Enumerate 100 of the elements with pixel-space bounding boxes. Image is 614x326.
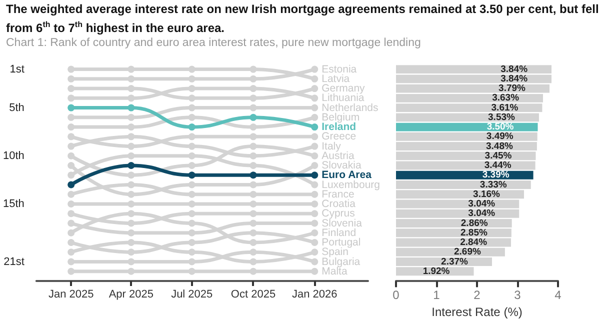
- point: [250, 190, 257, 198]
- y-tick-label: 21st: [4, 256, 24, 268]
- point: [250, 268, 257, 275]
- data-label: 3.63%: [492, 92, 520, 104]
- y-tick-label: 15th: [2, 198, 24, 210]
- point: [128, 94, 135, 102]
- point: [128, 220, 135, 227]
- x-tick-label: 4: [554, 288, 562, 302]
- point: [250, 210, 257, 218]
- point: [311, 66, 318, 73]
- point: [311, 220, 318, 227]
- data-label: 3.84%: [500, 64, 528, 75]
- data-label: 3.45%: [484, 150, 512, 162]
- point: [311, 172, 318, 179]
- point: [128, 200, 135, 208]
- point: [68, 162, 75, 170]
- x-tick-label: Apr 2025: [108, 288, 154, 300]
- point: [250, 85, 257, 92]
- point: [311, 162, 318, 170]
- data-label: 3.04%: [468, 198, 496, 210]
- y-tick-label: 5th: [9, 102, 24, 114]
- data-label: 3.84%: [500, 73, 528, 84]
- point: [311, 258, 318, 266]
- point: [250, 181, 257, 188]
- point: [250, 124, 257, 131]
- point: [68, 152, 75, 160]
- point: [250, 200, 257, 208]
- point: [250, 152, 257, 160]
- point: [311, 94, 318, 102]
- x-tick-label: 0: [392, 288, 400, 302]
- point: [188, 268, 196, 275]
- point: [188, 258, 196, 266]
- data-label: 3.33%: [480, 179, 508, 190]
- point: [188, 162, 196, 170]
- point: [128, 152, 135, 160]
- point: [68, 210, 75, 218]
- point: [188, 104, 196, 112]
- point: [68, 190, 75, 198]
- x-tick-label: Jan 2026: [292, 288, 338, 300]
- point: [311, 142, 318, 150]
- point: [188, 200, 196, 208]
- point: [188, 210, 196, 218]
- point: [311, 239, 318, 246]
- point: [250, 248, 257, 256]
- point: [188, 248, 196, 256]
- x-tick-label: Jan 2025: [48, 288, 94, 300]
- bar: [396, 170, 534, 180]
- data-label: 1.92%: [422, 266, 450, 277]
- point: [311, 190, 318, 198]
- y-tick-label: 1st: [10, 63, 24, 76]
- point: [250, 104, 257, 112]
- point: [250, 172, 257, 179]
- point: [250, 114, 257, 121]
- point: [68, 248, 75, 256]
- point: [250, 220, 257, 227]
- point: [311, 200, 318, 208]
- point: [188, 190, 196, 198]
- series-label: Euro Area: [322, 169, 372, 182]
- series-label: Belgium: [322, 111, 360, 124]
- point: [311, 104, 318, 112]
- series-label: Ireland: [322, 121, 356, 134]
- point: [250, 239, 257, 246]
- x-tick-label: 1: [433, 288, 440, 302]
- point: [311, 75, 318, 82]
- point: [188, 133, 196, 140]
- point: [250, 66, 257, 73]
- data-label: 3.49%: [486, 131, 514, 142]
- point: [128, 142, 135, 150]
- point: [68, 200, 75, 208]
- point: [188, 75, 196, 82]
- point: [311, 133, 318, 140]
- data-label: 2.69%: [454, 246, 482, 258]
- x-tick-label: Jul 2025: [171, 288, 213, 300]
- point: [188, 94, 196, 102]
- data-label: 3.44%: [484, 160, 512, 172]
- data-label: 3.39%: [482, 170, 510, 181]
- point: [68, 85, 75, 92]
- x-tick-label: 2: [474, 288, 481, 302]
- point: [68, 104, 75, 112]
- point: [68, 258, 75, 266]
- data-label: 3.61%: [491, 102, 519, 114]
- point: [68, 220, 75, 227]
- point: [68, 114, 75, 121]
- data-label: 3.04%: [468, 208, 496, 220]
- point: [128, 248, 135, 256]
- point: [128, 85, 135, 92]
- point: [68, 133, 75, 140]
- point: [311, 229, 318, 236]
- point: [128, 239, 135, 246]
- point: [311, 248, 318, 256]
- point: [188, 124, 196, 131]
- point: [128, 210, 135, 218]
- point: [311, 124, 318, 131]
- point: [68, 66, 75, 73]
- point: [128, 133, 135, 140]
- data-label: 3.79%: [498, 83, 526, 94]
- point: [128, 190, 135, 198]
- data-label: 3.53%: [488, 112, 516, 123]
- point: [188, 181, 196, 188]
- point: [68, 172, 75, 179]
